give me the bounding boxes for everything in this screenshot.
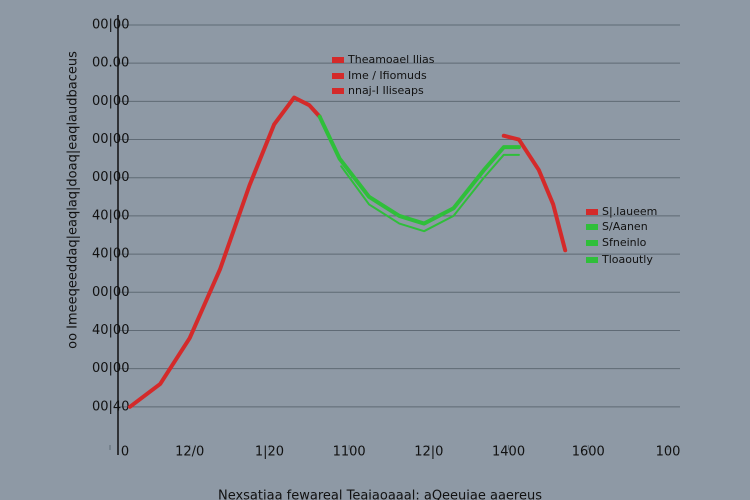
x-tick-label: 1400	[492, 445, 525, 460]
line	[317, 114, 521, 226]
legend-swatch	[586, 224, 598, 230]
x-tick-label: 12|0	[414, 445, 443, 460]
y-tick-label: 00|00	[92, 170, 129, 185]
line	[501, 133, 568, 253]
legend-label: nnaj-I Iliseaps	[348, 84, 424, 97]
y-tick-label: 00|00	[92, 18, 129, 33]
x-tick-label: 1100	[333, 445, 366, 460]
y-tick-label: 00|00	[92, 285, 129, 300]
legend-swatch	[332, 88, 344, 94]
legend-swatch	[586, 209, 598, 215]
legend-label: Sfneinlo	[602, 236, 647, 249]
y-tick-label: 00|00	[92, 132, 129, 147]
y-tick-label: 00|40	[92, 399, 129, 414]
x-axis-label: Nexsatiaa fewareal Teaiaoaaal: aQeeuiae …	[218, 489, 542, 500]
x-tick-label: 1600	[572, 445, 605, 460]
x-tick-label: 12/0	[175, 445, 204, 460]
y-tick-label: 40|00	[92, 323, 129, 338]
line	[127, 95, 322, 409]
x-tick-label: 100	[656, 445, 681, 460]
y-axis-label: oo Imeeqeeddaq|eaqlaq|doaq|eaqlaudbaceus	[66, 51, 81, 349]
y-tick-label: 40|00	[92, 208, 129, 223]
legend-swatch	[586, 257, 598, 263]
legend-label: Theamoael Ilias	[347, 53, 435, 66]
legend-label: S|.Iaueem	[602, 205, 657, 218]
legend-label: Tloaoutly	[601, 253, 653, 266]
y-tick-label: 00|00	[92, 94, 129, 109]
legend-swatch	[332, 73, 344, 79]
legend-label: S/Aanen	[602, 220, 648, 233]
y-tick-label: 00.00	[92, 56, 129, 71]
x-tick-label: 1|20	[255, 445, 284, 460]
x-tick-label: 0	[121, 445, 129, 460]
y-tick-label: 00|00	[92, 361, 129, 376]
y-tick-label: 40|00	[92, 247, 129, 262]
line	[340, 153, 520, 233]
legend-swatch	[586, 240, 598, 246]
legend-label: Ime / Ifiomuds	[348, 69, 427, 82]
legend-swatch	[332, 57, 344, 63]
